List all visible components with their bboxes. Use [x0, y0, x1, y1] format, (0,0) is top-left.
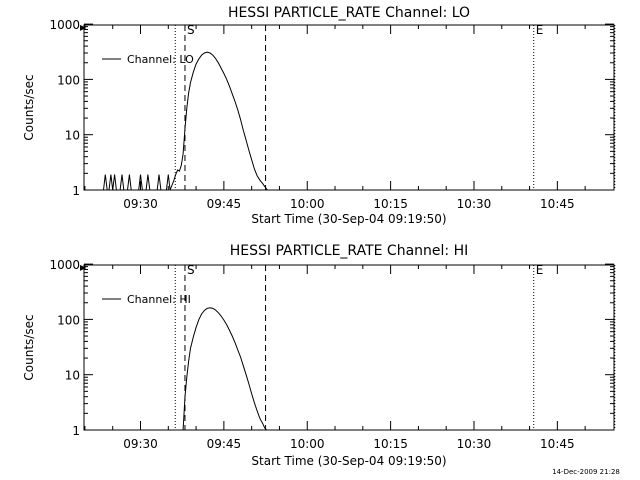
y-axis-label: Counts/sec: [22, 74, 36, 140]
series-line: [103, 51, 270, 191]
start-pointer-mark: ▸: [80, 20, 86, 34]
time-marker-label: S: [187, 23, 195, 37]
x-tick-label: 10:15: [373, 197, 408, 211]
time-marker-label: S: [187, 263, 195, 277]
x-tick-label: 10:00: [290, 197, 325, 211]
time-marker-label: E: [536, 23, 544, 37]
y-tick-label: 100: [57, 313, 80, 327]
x-tick-label: 09:30: [123, 197, 158, 211]
legend-label: Channel: LO: [127, 53, 194, 66]
chart-title: HESSI PARTICLE_RATE Channel: HI: [230, 243, 468, 259]
time-marker-label: E: [536, 263, 544, 277]
lo-channel-panel: HESSI PARTICLE_RATE Channel: LO 1 10 100 100…: [22, 5, 616, 226]
x-tick-label: 09:45: [207, 437, 242, 451]
y-tick-label: 1: [72, 184, 80, 198]
x-tick-label: 09:30: [123, 437, 158, 451]
y-tick-label: 10: [65, 369, 80, 383]
footer-timestamp: 14-Dec-2009 21:28: [552, 468, 620, 476]
start-pointer-mark: ▸: [80, 260, 86, 274]
hi-channel-panel: HESSI PARTICLE_RATE Channel: HI 1 10 100 100…: [22, 243, 616, 468]
x-tick-label: 09:45: [207, 197, 242, 211]
y-tick-label: 1000: [49, 18, 80, 32]
series-line: [182, 307, 267, 431]
y-axis-label: Counts/sec: [22, 314, 36, 380]
y-tick-label: 1: [72, 424, 80, 438]
x-tick-label: 10:45: [540, 437, 575, 451]
y-tick-label: 100: [57, 73, 80, 87]
y-tick-label: 10: [65, 129, 80, 143]
x-tick-label: 10:45: [540, 197, 575, 211]
x-tick-label: 10:30: [457, 437, 492, 451]
chart-title: HESSI PARTICLE_RATE Channel: LO: [228, 5, 470, 21]
plot-frame: [83, 24, 615, 191]
plot-frame: [83, 264, 615, 431]
x-axis-label: Start Time (30-Sep-04 09:19:50): [251, 212, 446, 226]
legend-label: Channel: HI: [127, 293, 191, 306]
x-tick-label: 10:00: [290, 437, 325, 451]
y-tick-label: 1000: [49, 258, 80, 272]
x-axis-label: Start Time (30-Sep-04 09:19:50): [251, 454, 446, 468]
x-tick-label: 10:15: [373, 437, 408, 451]
x-tick-label: 10:30: [457, 197, 492, 211]
